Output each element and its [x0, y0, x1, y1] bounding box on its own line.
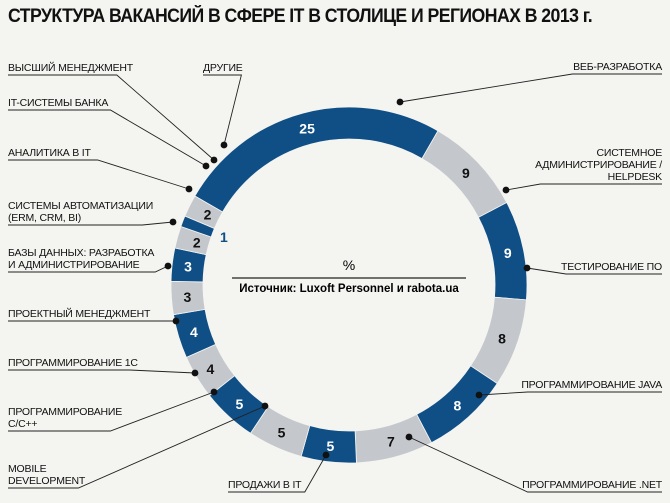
leader-dot-14 [202, 162, 210, 170]
slice-label-12: СИСТЕМЫ АВТОМАТИЗАЦИИ (ERM, CRM, BI) [8, 200, 153, 224]
leader-dot-3 [523, 264, 531, 272]
slice-label-2: СИСТЕМНОЕ АДМИНИСТРИРОВАНИЕ / HELPDESK [535, 147, 662, 183]
leader-line-15 [8, 74, 215, 161]
chart-title: СТРУКТУРА ВАКАНСИЙ В СФЕРЕ IT В СТОЛИЦЕ … [8, 6, 593, 27]
slice-value-2: 9 [462, 165, 470, 181]
leader-line-3 [526, 267, 662, 275]
leader-line-14 [8, 109, 207, 167]
slice-value-1: 25 [299, 121, 315, 137]
slice-label-4: ПРОГРАММИРОВАНИЕ JAVA [521, 379, 662, 391]
leader-line-12 [8, 221, 174, 226]
slice-label-16: ДРУГИЕ [203, 62, 243, 74]
donut-ring [170, 106, 528, 464]
leader-line-2 [505, 183, 662, 191]
slice-label-14: IT-СИСТЕМЫ БАНКА [8, 97, 108, 109]
slice-label-line: (ERM, CRM, BI) [8, 212, 81, 224]
slice-value-7: 5 [326, 438, 334, 454]
leader-line-13 [8, 159, 190, 190]
leader-dot-2 [502, 186, 510, 194]
slice-label-10: ПРОЕКТНЫЙ МЕНЕДЖМЕНТ [8, 307, 151, 320]
leader-lines [8, 73, 662, 493]
leader-line-4 [478, 391, 662, 396]
slice-value-13: 3 [184, 258, 192, 274]
slice-label-line: IT-СИСТЕМЫ БАНКА [8, 97, 108, 109]
slice-label-3: ТЕСТИРОВАНИЕ ПО [561, 261, 662, 273]
slice-value-6: 7 [387, 433, 395, 449]
slice-value-8: 5 [278, 424, 286, 440]
slice-label-7: MOBILE DEVELOPMENT [8, 463, 86, 487]
slice-label-line: ВЫСШИЙ МЕНЕДЖМЕНТ [8, 61, 134, 74]
leader-dot-13 [185, 185, 193, 193]
leader-dot-6 [322, 451, 330, 459]
leader-line-9 [8, 369, 196, 374]
leader-dot-10 [172, 317, 180, 325]
slice-label-line: ПРОГРАММИРОВАНИЕ [8, 406, 122, 418]
leader-line-7 [8, 405, 266, 489]
slice-label-line: СИСТЕМЫ АВТОМАТИЗАЦИИ [8, 200, 153, 212]
slice-label-line: БАЗЫ ДАННЫХ: РАЗРАБОТКА [8, 247, 154, 259]
slice-label-line: DEVELOPMENT [8, 475, 86, 487]
slice-label-line: ПРОДАЖИ В IT [228, 479, 302, 491]
leader-dot-16 [220, 141, 228, 149]
slice-value-16: 2 [204, 207, 212, 223]
leader-dot-15 [210, 156, 218, 164]
leader-line-1 [399, 73, 662, 103]
slice-value-11: 4 [190, 324, 198, 340]
slice-label-line: С/С++ [8, 418, 37, 430]
slice-value-14: 2 [193, 235, 201, 251]
slice-label-line: ДРУГИЕ [203, 62, 243, 74]
unit-label: % [343, 257, 355, 273]
slice-label-1: ВЕБ-РАЗРАБОТКА [573, 61, 662, 73]
slice-label-line: ПРОГРАММИРОВАНИЕ JAVA [521, 379, 662, 391]
leader-dot-8 [210, 388, 218, 396]
leader-line-8 [8, 391, 215, 432]
leader-dot-5 [405, 433, 413, 441]
slice-3 [477, 201, 528, 301]
slice-label-8: ПРОГРАММИРОВАНИЕ С/С++ [8, 406, 122, 430]
slice-value-9: 5 [235, 396, 243, 412]
leader-line-11 [8, 265, 169, 273]
center-legend: % Источник: Luxoft Personnel и rabota.ua [232, 257, 466, 295]
slice-label-line: ПРОГРАММИРОВАНИЕ .NET [522, 479, 663, 491]
leader-dot-12 [169, 218, 177, 226]
slice-label-line: MOBILE [8, 463, 47, 475]
slice-label-15: ВЫСШИЙ МЕНЕДЖМЕНТ [8, 61, 134, 74]
slice-label-6: ПРОДАЖИ В IT [228, 479, 302, 491]
slice-1 [194, 106, 439, 213]
leader-dot-9 [191, 369, 199, 377]
leader-line-6 [228, 454, 327, 493]
slice-value-4: 8 [498, 330, 506, 346]
slice-value-3: 9 [504, 245, 512, 261]
slice-16 [184, 195, 224, 229]
slice-label-line: И АДМИНИСТРИРОВАНИЕ [8, 259, 140, 271]
slice-label-line: ПРОГРАММИРОВАНИЕ 1С [8, 357, 138, 369]
slice-value-5: 8 [454, 397, 462, 413]
slice-label-line: АНАЛИТИКА В IT [8, 147, 91, 159]
slice-label-9: ПРОГРАММИРОВАНИЕ 1С [8, 357, 138, 369]
leader-dot-4 [475, 391, 483, 399]
slice-label-line: ВЕБ-РАЗРАБОТКА [573, 61, 662, 73]
slice-value-15: 1 [220, 229, 228, 245]
slice-label-line: ПРОЕКТНЫЙ МЕНЕДЖМЕНТ [8, 307, 151, 320]
leader-line-5 [408, 436, 662, 493]
slice-value-10: 4 [207, 361, 215, 377]
slice-labels: ВЕБ-РАЗРАБОТКА СИСТЕМНОЕ АДМИНИСТРИРОВАНИЕ… [8, 61, 663, 491]
leader-line-16 [203, 74, 242, 146]
slice-label-11: БАЗЫ ДАННЫХ: РАЗРАБОТКА И АДМИНИСТРИРОВАН… [8, 247, 154, 271]
source-label: Источник: Luxoft Personnel и rabota.ua [239, 283, 459, 295]
slice-label-5: ПРОГРАММИРОВАНИЕ .NET [522, 479, 663, 491]
leader-dot-1 [396, 98, 404, 106]
slice-value-12: 3 [184, 289, 192, 305]
slice-label-line: ТЕСТИРОВАНИЕ ПО [561, 261, 662, 273]
leader-dot-7 [261, 402, 269, 410]
slice-label-13: АНАЛИТИКА В IT [8, 147, 91, 159]
slice-label-line: СИСТЕМНОЕ [597, 147, 663, 159]
slice-label-line: АДМИНИСТРИРОВАНИЕ / [535, 159, 662, 171]
slice-label-line: HELPDESK [608, 171, 663, 183]
leader-dot-11 [164, 262, 172, 270]
